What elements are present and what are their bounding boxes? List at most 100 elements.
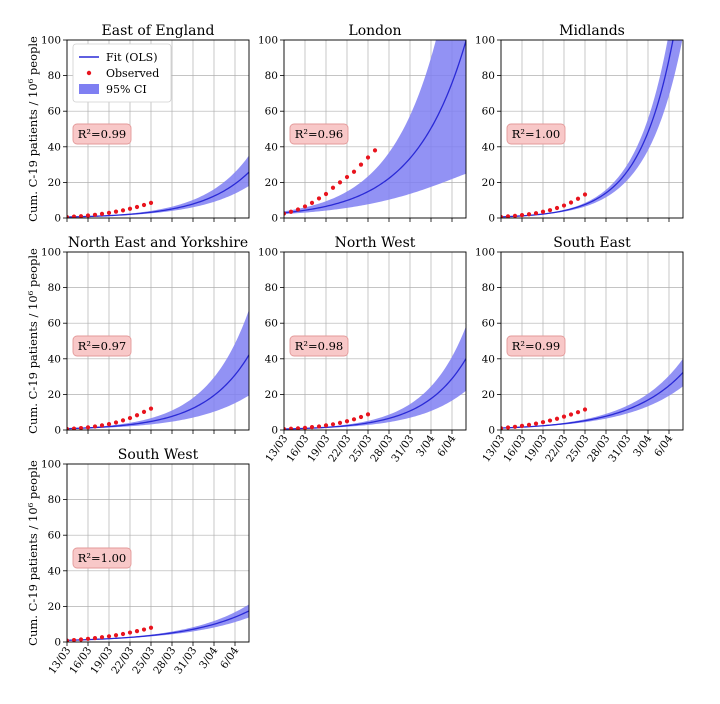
- y-tick-label: 0: [488, 425, 495, 437]
- observed-point: [505, 425, 511, 430]
- observed-point: [344, 174, 350, 180]
- observed-point: [127, 206, 133, 211]
- legend-label: Observed: [106, 67, 159, 80]
- observed-point: [92, 424, 98, 429]
- r2-badge: [289, 123, 349, 145]
- r2-badge: [506, 335, 566, 357]
- x-tick-label: 3/04: [631, 433, 655, 459]
- observed-point: [78, 637, 84, 642]
- observed-point: [519, 213, 525, 218]
- observed-point: [106, 210, 112, 215]
- observed-point: [284, 427, 287, 430]
- legend-label: Fit (OLS): [106, 51, 158, 64]
- observed-point: [141, 409, 147, 414]
- observed-point: [134, 629, 140, 634]
- r2-badge: [72, 335, 132, 357]
- y-tick-label: 20: [265, 389, 278, 401]
- y-tick-label: 40: [48, 141, 61, 153]
- observed-point: [92, 212, 98, 217]
- observed-point: [78, 214, 84, 218]
- y-tick-label: 0: [271, 425, 278, 437]
- observed-point: [67, 426, 70, 430]
- y-tick-label: 40: [482, 353, 495, 365]
- fit-line: [284, 358, 466, 430]
- axes-frame: [66, 463, 250, 643]
- x-tick-label: 6/04: [218, 645, 242, 671]
- y-tick-label: 0: [54, 213, 61, 225]
- y-tick-label: 20: [265, 177, 278, 189]
- y-axis-label: Cum. C-19 patients / 10⁶ people: [26, 36, 40, 222]
- observed-point: [120, 418, 126, 423]
- observed-point: [582, 407, 588, 412]
- observed-point: [501, 426, 504, 430]
- observed-point: [302, 204, 308, 209]
- y-tick-label: 80: [482, 70, 495, 82]
- y-tick-label: 100: [41, 459, 61, 471]
- observed-point: [127, 630, 133, 635]
- observed-point: [120, 631, 126, 637]
- axes-frame: [66, 251, 250, 431]
- panel-title: Midlands: [559, 23, 625, 39]
- fit-line: [501, 372, 683, 429]
- y-tick-label: 20: [482, 177, 495, 189]
- observed-point: [148, 406, 154, 411]
- observed-point: [575, 410, 581, 415]
- observed-point: [67, 638, 70, 642]
- observed-point: [295, 426, 301, 430]
- observed-point: [85, 213, 91, 218]
- legend-observed-swatch: [86, 70, 92, 76]
- observed-point: [71, 637, 77, 642]
- observed-point: [85, 636, 91, 641]
- y-tick-label: 20: [482, 389, 495, 401]
- observed-point: [323, 423, 329, 428]
- legend-ci-swatch: [79, 84, 99, 94]
- observed-point: [71, 426, 77, 430]
- observed-point: [512, 424, 518, 429]
- observed-point: [505, 214, 511, 218]
- observed-point: [365, 155, 371, 160]
- observed-point: [141, 627, 147, 632]
- panel-title: North East and Yorkshire: [68, 235, 248, 251]
- axes-frame: [283, 251, 467, 431]
- y-tick-label: 40: [48, 353, 61, 365]
- observed-point: [106, 634, 112, 639]
- observed-point: [533, 421, 539, 426]
- y-tick-label: 100: [41, 35, 61, 47]
- observed-point: [501, 214, 504, 218]
- x-tick-label: 3/04: [197, 645, 221, 671]
- observed-point: [372, 148, 378, 153]
- y-axis-label: Cum. C-19 patients / 10⁶ people: [26, 248, 40, 434]
- observed-point: [288, 426, 294, 430]
- y-tick-label: 0: [488, 213, 495, 225]
- y-tick-label: 60: [265, 106, 278, 118]
- r2-label: R²=1.00: [512, 127, 561, 141]
- y-tick-label: 80: [265, 70, 278, 82]
- observed-point: [554, 416, 560, 421]
- observed-point: [302, 425, 308, 430]
- y-tick-label: 100: [475, 247, 495, 259]
- observed-point: [85, 425, 91, 430]
- observed-point: [78, 425, 84, 430]
- observed-point: [113, 209, 119, 214]
- plot-area: [284, 326, 466, 430]
- plot-area: [284, 40, 466, 216]
- r2-label: R²=0.96: [295, 127, 344, 141]
- observed-point: [526, 212, 532, 217]
- y-tick-label: 40: [265, 353, 278, 365]
- ci-band: [67, 309, 249, 429]
- y-tick-label: 40: [482, 141, 495, 153]
- panel-north-west: 02040608010013/0316/0319/0322/0325/0328/…: [258, 235, 467, 465]
- observed-point: [526, 422, 532, 427]
- r2-badge: [72, 547, 132, 569]
- observed-point: [99, 211, 105, 217]
- panel-title: London: [348, 23, 401, 39]
- ci-band: [284, 40, 466, 215]
- observed-point: [547, 208, 553, 213]
- x-tick-label: 3/04: [414, 433, 438, 459]
- observed-point: [533, 211, 539, 216]
- y-tick-label: 80: [265, 282, 278, 294]
- r2-label: R²=0.97: [78, 339, 127, 353]
- y-tick-label: 0: [54, 425, 61, 437]
- observed-point: [284, 211, 287, 216]
- observed-point: [288, 209, 294, 214]
